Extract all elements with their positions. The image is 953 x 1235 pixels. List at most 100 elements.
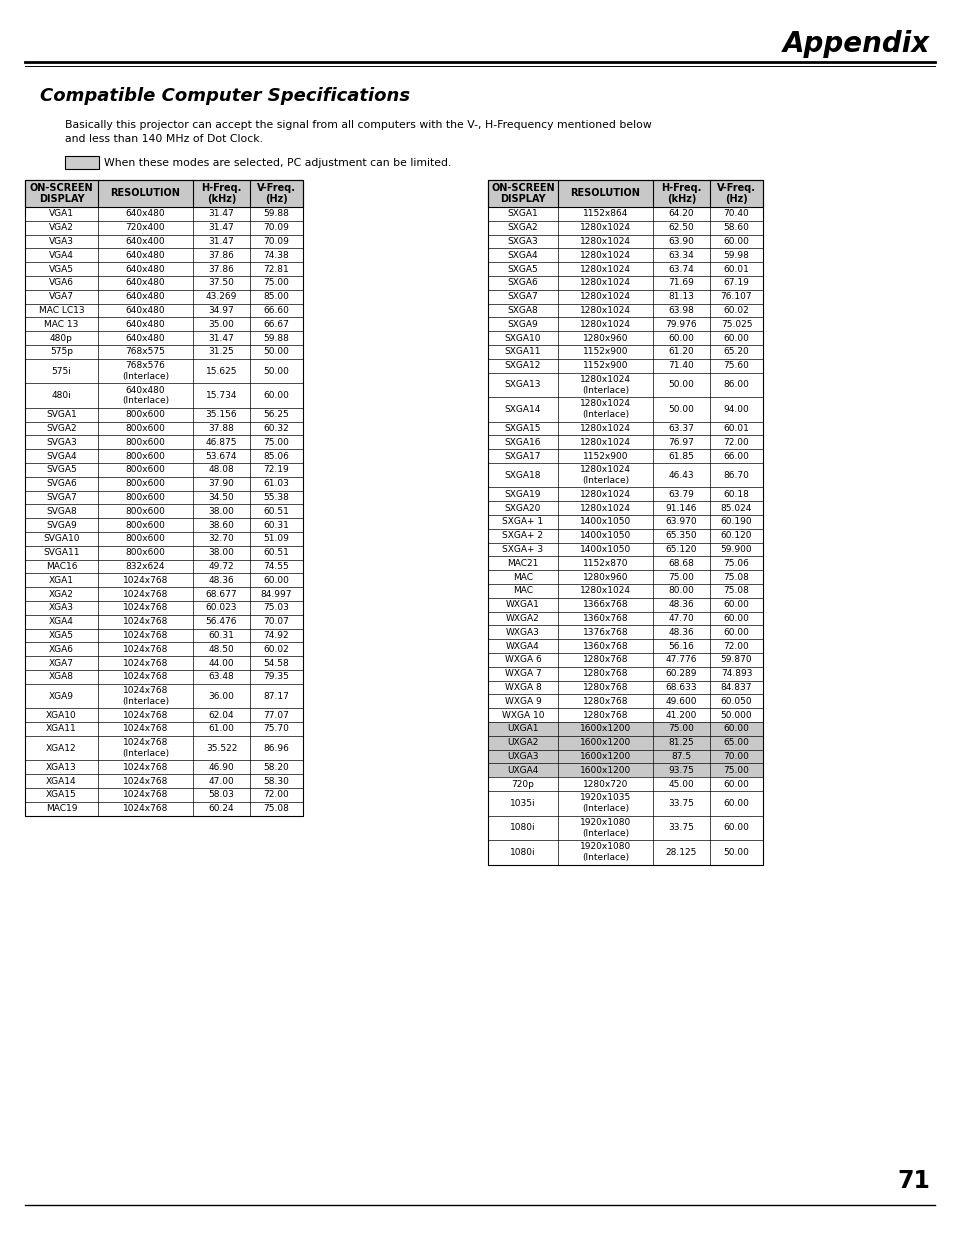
Text: 72.00: 72.00 (263, 790, 289, 799)
Text: 768x575: 768x575 (126, 347, 165, 357)
Text: VGA2: VGA2 (49, 224, 74, 232)
Text: 31.47: 31.47 (209, 210, 234, 219)
Text: SXGA6: SXGA6 (507, 278, 537, 288)
Text: XGA3: XGA3 (49, 604, 74, 613)
Text: 1152x864: 1152x864 (582, 210, 627, 219)
Text: 59.88: 59.88 (263, 333, 289, 342)
Text: 46.875: 46.875 (206, 437, 237, 447)
Text: 1024x768: 1024x768 (123, 763, 168, 772)
Text: 44.00: 44.00 (209, 658, 234, 668)
Text: 31.25: 31.25 (209, 347, 234, 357)
Text: 77.07: 77.07 (263, 710, 289, 720)
Text: 480i: 480i (51, 391, 71, 400)
Text: 640x480: 640x480 (126, 278, 165, 288)
Text: 53.674: 53.674 (206, 452, 237, 461)
Text: 60.24: 60.24 (209, 804, 234, 813)
Text: 62.50: 62.50 (668, 224, 694, 232)
Text: 1360x768: 1360x768 (582, 614, 628, 624)
Text: 75.025: 75.025 (720, 320, 752, 329)
Text: SXGA8: SXGA8 (507, 306, 537, 315)
Text: 1280x960: 1280x960 (582, 573, 628, 582)
Text: 70.09: 70.09 (263, 224, 289, 232)
Text: 1280x960: 1280x960 (582, 333, 628, 342)
Text: XGA6: XGA6 (49, 645, 74, 653)
Text: 1024x768: 1024x768 (123, 804, 168, 813)
Text: XGA7: XGA7 (49, 658, 74, 668)
Text: 38.00: 38.00 (209, 506, 234, 516)
Text: H-Freq.
(kHz): H-Freq. (kHz) (660, 183, 701, 204)
Text: 71.69: 71.69 (668, 278, 694, 288)
Text: MAC16: MAC16 (46, 562, 77, 571)
Bar (65, 156, 99, 169)
Text: 1024x768
(Interlace): 1024x768 (Interlace) (122, 687, 169, 706)
Text: 61.20: 61.20 (668, 347, 694, 357)
Text: XGA15: XGA15 (46, 790, 77, 799)
Text: 1024x768: 1024x768 (123, 672, 168, 682)
Text: XGA14: XGA14 (46, 777, 77, 785)
Text: 1366x768: 1366x768 (582, 600, 628, 609)
Text: 66.60: 66.60 (263, 306, 289, 315)
Text: 800x600: 800x600 (126, 521, 165, 530)
Text: 1280x1024: 1280x1024 (579, 251, 630, 259)
Text: 74.55: 74.55 (263, 562, 289, 571)
Text: 60.00: 60.00 (722, 725, 749, 734)
Text: WXGA 7: WXGA 7 (504, 669, 540, 678)
Text: 60.289: 60.289 (665, 669, 697, 678)
Text: 1035i: 1035i (510, 799, 536, 808)
Text: SVGA8: SVGA8 (46, 506, 77, 516)
Text: 49.600: 49.600 (665, 697, 697, 706)
Text: 37.90: 37.90 (209, 479, 234, 488)
Text: 67.19: 67.19 (722, 278, 749, 288)
Text: WXGA2: WXGA2 (506, 614, 539, 624)
Text: 1280x1024: 1280x1024 (579, 587, 630, 595)
Text: 54.58: 54.58 (263, 658, 289, 668)
Text: 63.34: 63.34 (668, 251, 694, 259)
Text: Appendix: Appendix (782, 30, 929, 58)
Text: 55.38: 55.38 (263, 493, 289, 501)
Text: 87.5: 87.5 (671, 752, 691, 761)
Text: 800x600: 800x600 (126, 493, 165, 501)
Text: 85.024: 85.024 (720, 504, 751, 513)
Text: 47.00: 47.00 (209, 777, 234, 785)
Text: 65.00: 65.00 (722, 739, 749, 747)
Text: SXGA11: SXGA11 (504, 347, 540, 357)
Text: SVGA5: SVGA5 (46, 466, 77, 474)
Text: WXGA1: WXGA1 (505, 600, 539, 609)
Text: 48.36: 48.36 (668, 627, 694, 637)
Text: 68.633: 68.633 (665, 683, 697, 692)
Text: 79.976: 79.976 (665, 320, 697, 329)
Text: 800x600: 800x600 (126, 452, 165, 461)
Text: 65.20: 65.20 (723, 347, 749, 357)
Text: SVGA6: SVGA6 (46, 479, 77, 488)
Text: XGA12: XGA12 (46, 743, 77, 752)
Text: 1280x1024: 1280x1024 (579, 424, 630, 433)
Text: 72.00: 72.00 (723, 642, 749, 651)
Text: 28.125: 28.125 (665, 848, 697, 857)
Text: 1280x1024: 1280x1024 (579, 437, 630, 447)
Text: 60.023: 60.023 (206, 604, 237, 613)
Text: 1280x1024: 1280x1024 (579, 490, 630, 499)
Text: 70.09: 70.09 (263, 237, 289, 246)
Text: 1024x768: 1024x768 (123, 631, 168, 640)
Text: 63.970: 63.970 (665, 517, 697, 526)
Text: 81.25: 81.25 (668, 739, 694, 747)
Text: 75.00: 75.00 (668, 573, 694, 582)
Text: 38.00: 38.00 (209, 548, 234, 557)
Text: 48.36: 48.36 (668, 600, 694, 609)
Text: 60.00: 60.00 (722, 237, 749, 246)
Text: Basically this projector can accept the signal from all computers with the V-, H: Basically this projector can accept the … (65, 120, 651, 130)
Text: 640x480
(Interlace): 640x480 (Interlace) (122, 385, 169, 405)
Text: 35.522: 35.522 (206, 743, 237, 752)
Text: 1280x768: 1280x768 (582, 697, 628, 706)
Text: 34.97: 34.97 (209, 306, 234, 315)
Text: 75.00: 75.00 (722, 766, 749, 774)
Text: 575p: 575p (50, 347, 73, 357)
Text: SXGA14: SXGA14 (504, 405, 540, 414)
Text: 45.00: 45.00 (668, 779, 694, 789)
Text: 63.74: 63.74 (668, 264, 694, 274)
Text: SXGA15: SXGA15 (504, 424, 540, 433)
Text: MAC LC13: MAC LC13 (39, 306, 84, 315)
Text: 1920x1080
(Interlace): 1920x1080 (Interlace) (579, 842, 631, 862)
Text: 58.03: 58.03 (209, 790, 234, 799)
Bar (25, 180, 303, 207)
